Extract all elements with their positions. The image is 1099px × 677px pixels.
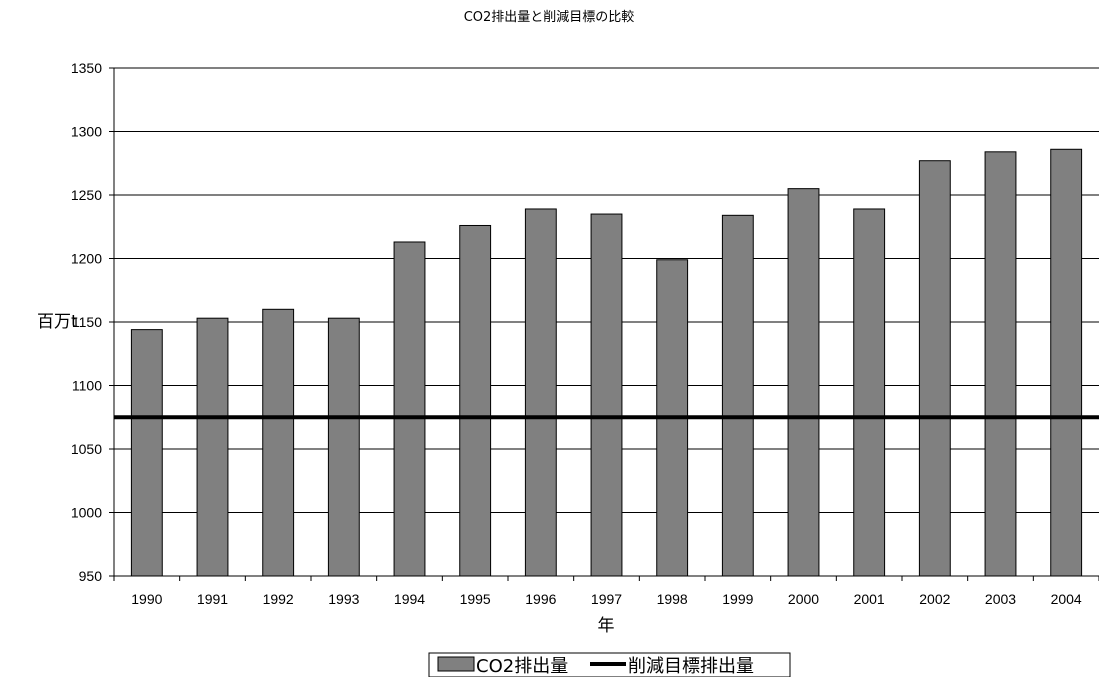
- x-tick-label: 1997: [591, 591, 622, 607]
- y-tick-label: 1150: [72, 314, 102, 330]
- x-tick-label: 1991: [197, 591, 228, 607]
- bar: [459, 224, 492, 577]
- bar: [524, 208, 557, 577]
- y-tick-label: 1100: [72, 378, 102, 394]
- y-tick-label: 950: [79, 568, 103, 584]
- bar: [721, 214, 754, 577]
- legend-swatch-bar: [437, 656, 475, 672]
- bar: [984, 151, 1017, 577]
- x-tick-label: 1992: [263, 591, 294, 607]
- bar: [787, 188, 820, 577]
- x-tick-label: 1990: [131, 591, 162, 607]
- x-tick-label: 1993: [328, 591, 359, 607]
- y-tick-label: 1300: [71, 124, 102, 140]
- legend: CO2排出量 削減目標排出量: [428, 652, 791, 677]
- bar: [327, 317, 360, 577]
- bars: [130, 148, 1083, 577]
- x-axis-label: 年: [598, 616, 615, 636]
- bar: [853, 208, 886, 577]
- x-tick-label: 1996: [525, 591, 556, 607]
- y-axis-label: 百万t: [37, 312, 78, 332]
- bar: [196, 317, 229, 577]
- bar: [393, 241, 426, 577]
- bar: [262, 308, 295, 577]
- x-tick-label: 2001: [854, 591, 885, 607]
- x-tick-label: 2003: [985, 591, 1016, 607]
- chart-title: CO2排出量と削減目標の比較: [464, 9, 635, 25]
- x-tick-label: 2002: [919, 591, 950, 607]
- x-tick-label: 1999: [722, 591, 753, 607]
- y-tick-label: 1050: [71, 441, 102, 457]
- axes: [113, 68, 1099, 581]
- x-tick-label: 1995: [460, 591, 491, 607]
- x-tick-label: 2000: [788, 591, 819, 607]
- y-tick-label: 1250: [71, 187, 102, 203]
- legend-label-line: 削減目標排出量: [628, 656, 754, 677]
- y-tick-label: 1000: [71, 505, 102, 521]
- bar: [130, 329, 163, 577]
- bar: [590, 213, 623, 577]
- x-tick-label: 1994: [394, 591, 425, 607]
- y-tick-label: 1350: [71, 60, 102, 76]
- bar: [1050, 148, 1083, 577]
- x-tick-label: 1998: [657, 591, 688, 607]
- legend-label-bar: CO2排出量: [476, 656, 568, 677]
- y-tick-label: 1200: [71, 251, 102, 267]
- bar: [918, 160, 951, 577]
- x-tick-labels: 1990 1991 1992 1993 1994 1995 1996 1997 1998 1999…: [131, 591, 1082, 607]
- x-tick-label: 2004: [1051, 591, 1082, 607]
- y-tick-labels: 950 1000 1050 1100 1150 1200 1250 1300 1350: [71, 60, 102, 584]
